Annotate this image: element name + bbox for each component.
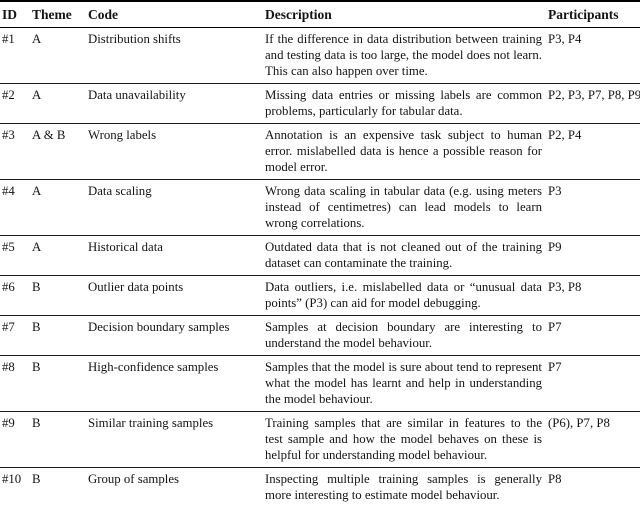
theme-cell: A [32,235,88,276]
table-row: #2 A Data unavailability Missing data entri… [0,83,640,124]
id-cell: #6 [0,275,32,316]
code-cell: Group of samples [88,472,179,486]
theme-cell: A & B [32,123,88,180]
theme-cell: B [32,315,88,356]
theme-cell: B [32,275,88,316]
theme-cell: A [32,179,88,236]
description-cell: Annotation is an expensive task subject … [265,123,548,180]
id-cell: #7 [0,315,32,356]
code-cell: Similar training samples [88,411,265,468]
theme-cell: A [32,27,88,84]
description-cell: Inspecting multiple training samples is … [265,472,542,502]
table-row: #10 B Group of samples Inspecting multiple … [0,468,640,506]
description-cell: Missing data entries or missing labels a… [265,83,548,124]
code-cell: Data scaling [88,179,265,236]
id-cell: #9 [0,411,32,468]
code-cell: Outlier data points [88,275,265,316]
code-cell: Distribution shifts [88,27,265,84]
id-cell: #2 [0,83,32,124]
description-cell: Training samples that are similar in fea… [265,411,548,468]
table-row: #6 B Outlier data points Data outliers, i.e… [0,275,640,316]
participants-cell: P3, P8 [548,275,640,316]
id-cell: #5 [0,235,32,276]
table-body: #1 A Distribution shifts If the difference … [0,27,640,506]
table-row: #1 A Distribution shifts If the difference … [0,27,640,84]
table-row: #7 B Decision boundary samples Samples at d… [0,315,640,356]
id-cell: #4 [0,179,32,236]
header-id: ID [0,1,32,28]
participants-cell: P7 [548,315,640,356]
description-cell: Samples that the model is sure about ten… [265,355,548,412]
participants-cell: P3 [548,179,640,236]
theme-cell: B [32,355,88,412]
description-cell: Data outliers, i.e. mislabelled data or … [265,275,548,316]
participants-cell: P2, P3, P7, P8, P9 [548,83,640,124]
code-cell: Decision boundary samples [88,315,265,356]
table-row: #3 A & B Wrong labels Annotation is an expe… [0,123,640,180]
id-cell: #10 [2,472,22,486]
description-cell: Wrong data scaling in tabular data (e.g.… [265,179,548,236]
header-participants: Participants [548,1,640,28]
id-cell: #3 [0,123,32,180]
header-row: ID Theme Code Description Participants [0,1,640,28]
code-cell: High-confidence samples [88,355,265,412]
header-code: Code [88,1,265,28]
participants-cell: P2, P4 [548,123,640,180]
header-description: Description [265,1,548,28]
table-header: ID Theme Code Description Participants [0,1,640,28]
header-theme: Theme [32,1,88,28]
table-row: #8 B High-confidence samples Samples that t… [0,355,640,412]
table-row: #9 B Similar training samples Training samp… [0,411,640,468]
participants-cell: P7 [548,355,640,412]
theme-cell: B [32,472,41,486]
id-cell: #8 [0,355,32,412]
id-cell: #1 [0,27,32,84]
participants-cell: P9 [548,235,640,276]
code-cell: Historical data [88,235,265,276]
code-cell: Wrong labels [88,123,265,180]
table-row: #4 A Data scaling Wrong data scaling in tab… [0,179,640,236]
theme-cell: B [32,411,88,468]
description-cell: Samples at decision boundary are interes… [265,315,548,356]
participants-cell: (P6), P7, P8 [548,411,640,468]
description-cell: If the difference in data distribution b… [265,27,548,84]
participants-cell: P3, P4 [548,27,640,84]
participants-cell: P8 [548,472,562,486]
code-cell: Data unavailability [88,83,265,124]
table-row: #5 A Historical data Outdated data that is … [0,235,640,276]
theme-cell: A [32,83,88,124]
description-cell: Outdated data that is not cleaned out of… [265,235,548,276]
